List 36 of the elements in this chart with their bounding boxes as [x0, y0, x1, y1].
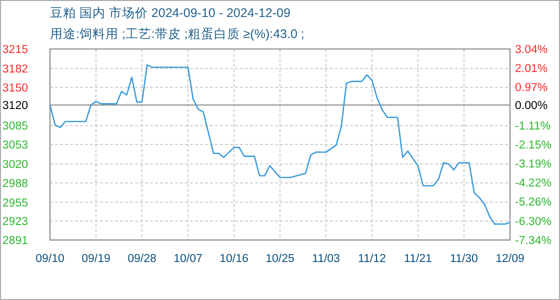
- x-tick-label: 11/12: [358, 253, 386, 265]
- chart-title: 豆粕 国内 市场价 2024-09-10 - 2024-12-09: [50, 6, 290, 20]
- y-tick-label: 2891: [2, 235, 28, 247]
- y-tick-label: 3182: [2, 63, 28, 76]
- x-tick-label: 09/28: [128, 253, 156, 265]
- x-tick-label: 10/25: [266, 253, 294, 265]
- line-series: [49, 64, 511, 225]
- y2-tick-label: 3.04%: [515, 44, 548, 56]
- x-tick-label: 09/10: [36, 253, 64, 265]
- y2-tick-label: 0.97%: [515, 82, 548, 94]
- y-tick-label: 2923: [2, 216, 28, 228]
- y-tick-label: 3020: [2, 158, 28, 171]
- x-tick-label: 10/16: [220, 253, 248, 265]
- x-tick-label: 11/21: [404, 253, 432, 265]
- x-tick-label: 11/03: [312, 253, 340, 265]
- y2-tick-label: 2.01%: [515, 62, 548, 75]
- y2-tick-label: -5.26%: [515, 196, 552, 209]
- x-tick-label: 11/30: [450, 253, 478, 265]
- y2-tick-label: -3.19%: [515, 158, 552, 171]
- y-tick-label: 3085: [2, 120, 28, 133]
- y-tick-label: 3215: [2, 44, 28, 56]
- y-tick-label: 3053: [2, 140, 28, 152]
- y-tick-label: 3120: [2, 100, 28, 112]
- y2-tick-label: -6.30%: [515, 216, 552, 228]
- y-tick-label: 2988: [2, 178, 28, 190]
- y2-tick-label: -2.15%: [515, 140, 552, 152]
- x-tick-label: 09/19: [82, 253, 110, 265]
- y2-tick-label: -4.22%: [515, 178, 552, 190]
- x-tick-label: 10/07: [174, 253, 202, 265]
- y2-tick-label: -7.34%: [515, 235, 552, 247]
- chart-subtitle: 用途:饲料用 ;工艺:带皮 ;粗蛋白质 ≥(%):43.0 ;: [50, 27, 304, 41]
- y2-tick-label: -1.11%: [515, 120, 551, 132]
- y-tick-label: 2955: [2, 197, 28, 210]
- y-tick-label: 3150: [2, 82, 28, 94]
- x-tick-label: 12/09: [496, 253, 524, 265]
- y2-tick-label: 0.00%: [515, 100, 548, 112]
